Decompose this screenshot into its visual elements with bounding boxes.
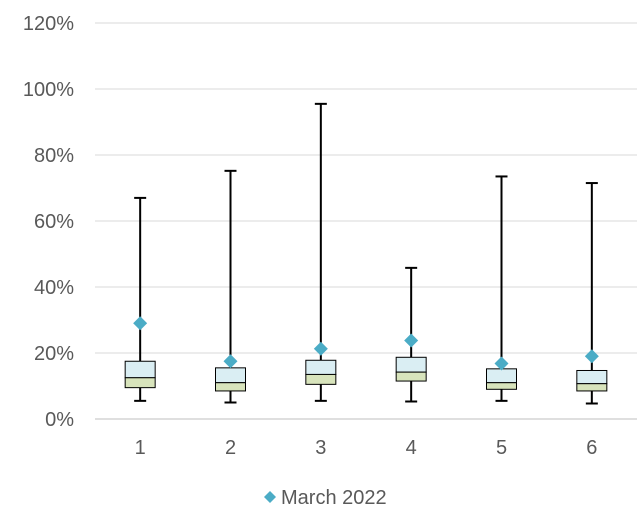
marker-1 <box>133 316 148 331</box>
box-1 <box>124 196 156 402</box>
x-tick-label: 5 <box>496 437 507 459</box>
y-tick-label: 0% <box>45 409 74 431</box>
upper-quartile-box <box>215 367 246 384</box>
x-tick-label: 4 <box>406 437 417 459</box>
upper-quartile-box <box>305 359 337 375</box>
x-tick-label: 6 <box>586 437 597 459</box>
y-tick-label: 120% <box>23 13 74 35</box>
x-tick-label: 1 <box>135 437 146 459</box>
gridlines <box>95 22 637 420</box>
marker-4 <box>404 333 419 348</box>
x-axis-tick-labels: 1 2 3 4 5 6 <box>135 437 598 459</box>
x-tick-label: 3 <box>315 437 326 459</box>
legend: March 2022 <box>264 487 387 509</box>
x-tick-label: 2 <box>225 437 236 459</box>
marker-6 <box>584 349 599 364</box>
march-2022-markers <box>133 316 599 371</box>
upper-quartile-box <box>395 356 427 373</box>
upper-quartile-box <box>576 369 608 385</box>
upper-quartile-box <box>124 360 156 379</box>
lower-quartile-box <box>576 383 608 392</box>
lower-quartile-box <box>486 382 517 390</box>
y-tick-label: 100% <box>23 79 74 101</box>
upper-quartile-box <box>486 368 517 384</box>
marker-3 <box>313 341 328 356</box>
lower-quartile-box <box>124 377 156 389</box>
y-tick-label: 80% <box>34 145 74 167</box>
y-tick-label: 40% <box>34 277 74 299</box>
lower-quartile-box <box>215 382 246 392</box>
box-3 <box>305 102 337 402</box>
marker-2 <box>223 354 238 369</box>
lower-quartile-box <box>395 371 427 382</box>
lower-quartile-box <box>305 373 337 385</box>
boxes <box>124 102 608 405</box>
legend-marker-diamond <box>264 491 276 503</box>
legend-label-march-2022: March 2022 <box>281 487 387 509</box>
marker-5 <box>494 356 509 371</box>
y-tick-label: 20% <box>34 343 74 365</box>
box-6 <box>576 182 608 405</box>
y-axis-tick-labels: 0% 20% 40% 60% 80% 100% 120% <box>23 13 74 431</box>
y-tick-label: 60% <box>34 211 74 233</box>
